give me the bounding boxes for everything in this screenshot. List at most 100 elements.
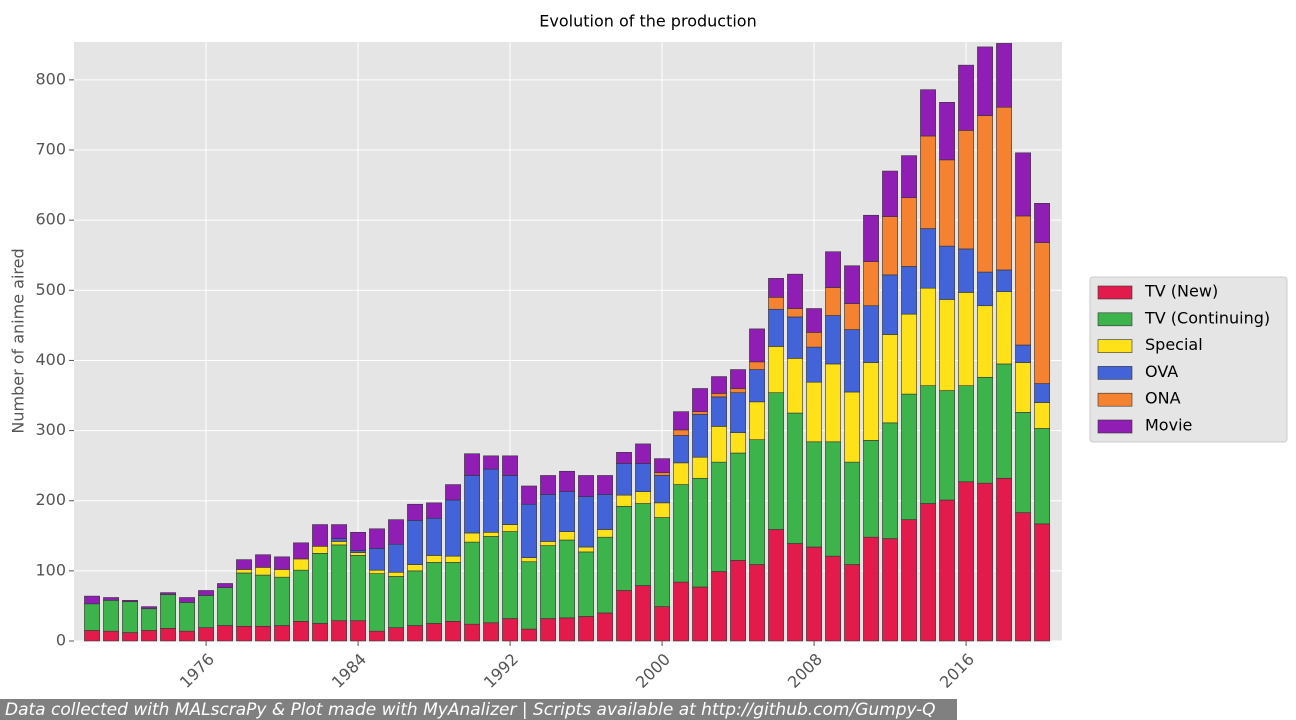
bar-segment [654, 606, 670, 642]
bar-segment [578, 546, 594, 553]
bar-segment [407, 625, 423, 642]
bar-segment [901, 197, 917, 267]
bar-segment [160, 628, 176, 642]
bar-segment [844, 564, 860, 642]
bar-segment [502, 455, 518, 476]
x-tick-label: 2016 [936, 650, 978, 692]
bar-segment [578, 496, 594, 548]
bar-segment [540, 541, 556, 546]
bar-segment [977, 271, 993, 307]
bar-segment [369, 569, 385, 574]
bar-segment [464, 623, 480, 642]
bar-segment [122, 600, 138, 603]
bar-segment [521, 628, 537, 642]
bar-segment [350, 620, 366, 642]
bar-segment [559, 531, 575, 541]
bar-segment [293, 569, 309, 622]
y-tick-label: 600 [35, 210, 66, 229]
x-tick-label: 1976 [176, 650, 218, 692]
bar-segment [1015, 412, 1031, 513]
bar-segment [540, 494, 556, 542]
bar-segment [1015, 215, 1031, 346]
bar-segment [483, 468, 499, 533]
bar-segment [711, 393, 727, 398]
bar-segment [616, 590, 632, 642]
bar-segment [749, 439, 765, 565]
bar-segment [331, 538, 347, 542]
bar-segment [84, 603, 100, 631]
bar-segment [559, 470, 575, 492]
bar-segment [236, 559, 252, 570]
bar-segment [768, 529, 784, 642]
legend-label: OVA [1145, 362, 1178, 381]
bar-segment [806, 441, 822, 548]
bar-segment [179, 597, 195, 603]
y-tick-label: 800 [35, 69, 66, 88]
bar-segment [350, 555, 366, 621]
bar-segment [920, 135, 936, 229]
bar-segment [483, 531, 499, 537]
legend-label: ONA [1145, 389, 1181, 408]
bar-segment [635, 463, 651, 492]
bar-segment [578, 551, 594, 617]
bar-segment [863, 214, 879, 262]
bar-segment [749, 401, 765, 440]
bar-segment [426, 502, 442, 519]
bar-segment [901, 155, 917, 199]
bar-segment [1015, 152, 1031, 217]
legend-box [1089, 276, 1288, 443]
bar-segment [464, 453, 480, 476]
bar-segment [312, 553, 328, 624]
y-tick-label: 100 [35, 560, 66, 579]
bar-segment [977, 115, 993, 273]
bar-segment [198, 627, 214, 642]
bar-segment [749, 369, 765, 403]
bar-segment [236, 569, 252, 574]
bar-segment [597, 529, 613, 538]
bar-segment [445, 621, 461, 642]
bar-segment [711, 426, 727, 463]
bar-segment [274, 556, 290, 570]
bar-segment [977, 46, 993, 116]
bar-segment [84, 630, 100, 642]
bar-segment [920, 385, 936, 504]
bar-segment [1015, 362, 1031, 413]
bar-segment [445, 555, 461, 563]
bar-segment [673, 484, 689, 583]
bar-segment [768, 392, 784, 530]
bar-segment [863, 536, 879, 642]
footnote-box [0, 699, 957, 720]
bar-segment [103, 600, 119, 632]
bar-segment [958, 64, 974, 131]
bar-segment [654, 458, 670, 473]
bar-segment [521, 561, 537, 630]
y-tick-label: 500 [35, 280, 66, 299]
bar-segment [901, 393, 917, 520]
bar-segment [768, 278, 784, 298]
bar-segment [882, 538, 898, 642]
bar-segment [692, 586, 708, 642]
bar-segment [160, 592, 176, 596]
bar-segment [768, 308, 784, 347]
bar-segment [540, 475, 556, 495]
bar-segment [1034, 242, 1050, 384]
bar-segment [844, 265, 860, 304]
bar-segment [920, 89, 936, 137]
bar-segment [882, 334, 898, 424]
bar-segment [274, 576, 290, 626]
y-tick-label: 200 [35, 490, 66, 509]
bar-segment [198, 595, 214, 628]
bars [84, 43, 1050, 642]
bar-segment [616, 452, 632, 464]
bar-segment [787, 358, 803, 414]
bar-segment [597, 494, 613, 530]
bar-segment [692, 456, 708, 479]
bar-segment [825, 251, 841, 288]
bar-segment [730, 388, 746, 394]
bar-segment [882, 216, 898, 276]
bar-segment [445, 484, 461, 501]
bar-segment [616, 506, 632, 591]
bar-segment [749, 328, 765, 363]
bar-segment [559, 617, 575, 642]
bar-segment [920, 228, 936, 289]
